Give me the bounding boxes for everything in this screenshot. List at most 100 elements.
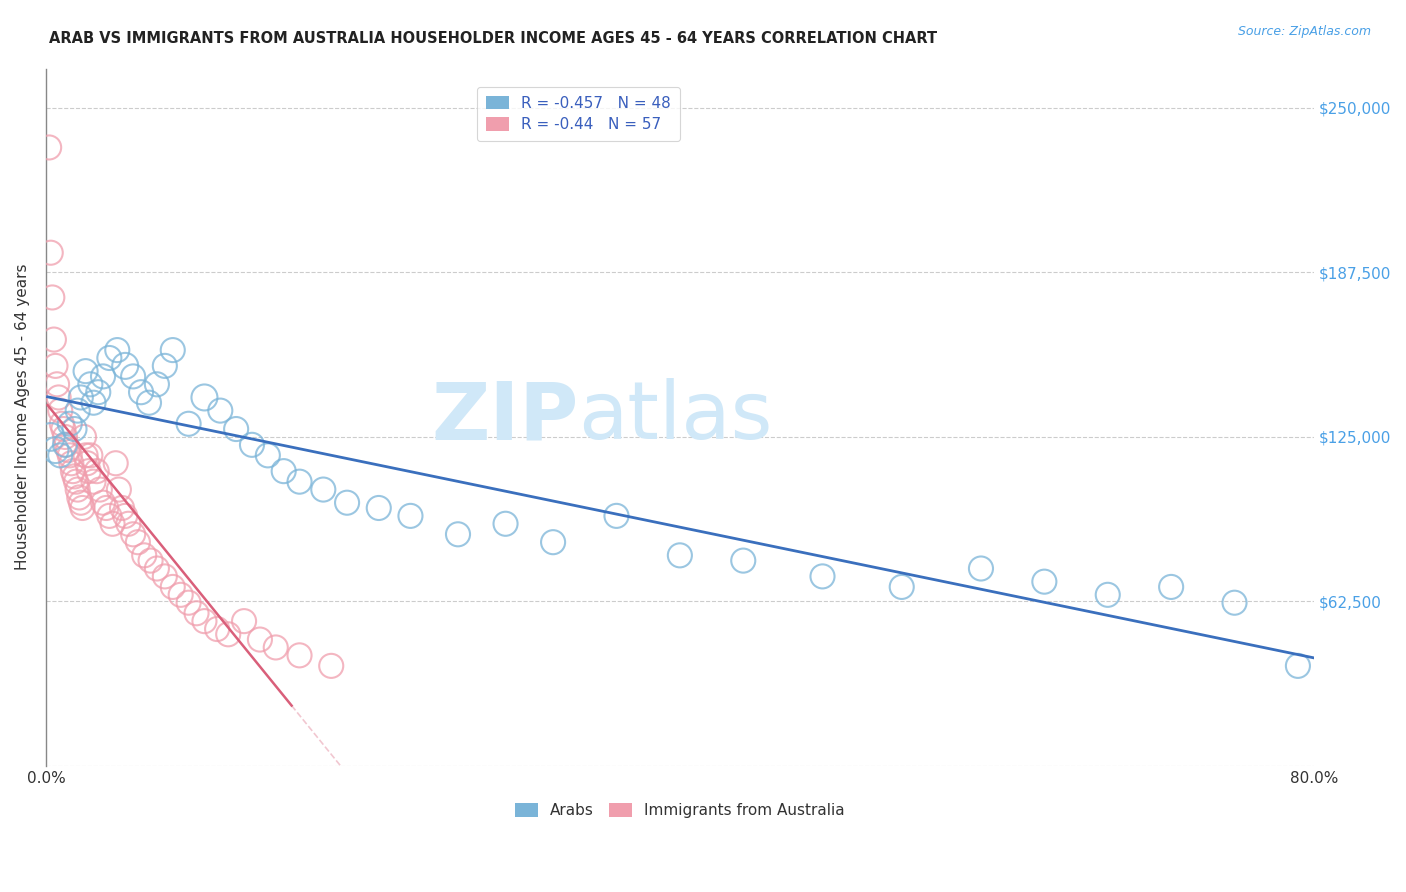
Point <box>56 443 79 458</box>
Point <box>177 596 200 610</box>
Point <box>38 140 60 154</box>
Text: ZIP: ZIP <box>432 378 578 456</box>
Point <box>146 377 169 392</box>
Point <box>256 448 278 462</box>
Point <box>495 516 517 531</box>
Point <box>1033 574 1056 589</box>
Point <box>108 483 131 497</box>
Text: ARAB VS IMMIGRANTS FROM AUSTRALIA HOUSEHOLDER INCOME AGES 45 - 64 YEARS CORRELAT: ARAB VS IMMIGRANTS FROM AUSTRALIA HOUSEH… <box>49 31 938 46</box>
Point <box>67 491 90 505</box>
Point <box>225 422 247 436</box>
Point <box>240 438 263 452</box>
Point <box>541 535 564 549</box>
Point <box>86 464 108 478</box>
Point <box>1160 580 1182 594</box>
Point <box>66 403 89 417</box>
Point <box>60 456 83 470</box>
Point <box>162 580 184 594</box>
Point <box>114 359 136 373</box>
Point <box>733 553 755 567</box>
Point <box>273 464 295 478</box>
Point <box>205 622 228 636</box>
Point <box>49 403 72 417</box>
Point <box>69 496 91 510</box>
Point <box>153 569 176 583</box>
Point <box>79 448 101 462</box>
Point <box>138 395 160 409</box>
Point <box>811 569 834 583</box>
Text: Source: ZipAtlas.com: Source: ZipAtlas.com <box>1237 25 1371 38</box>
Point <box>53 438 76 452</box>
Point <box>1286 658 1309 673</box>
Point <box>83 395 105 409</box>
Point <box>193 391 215 405</box>
Point <box>46 377 69 392</box>
Point <box>59 448 82 462</box>
Point <box>153 359 176 373</box>
Point <box>55 438 77 452</box>
Point <box>139 553 162 567</box>
Point <box>114 508 136 523</box>
Y-axis label: Householder Income Ages 45 - 64 years: Householder Income Ages 45 - 64 years <box>15 264 30 571</box>
Point <box>105 343 128 357</box>
Point <box>127 535 149 549</box>
Point <box>73 430 96 444</box>
Point <box>170 588 193 602</box>
Point <box>87 385 110 400</box>
Point <box>111 500 134 515</box>
Point <box>162 343 184 357</box>
Point <box>233 614 256 628</box>
Point <box>288 475 311 489</box>
Point <box>77 464 100 478</box>
Point <box>62 464 84 478</box>
Point <box>59 417 82 431</box>
Point <box>72 500 94 515</box>
Point <box>447 527 470 541</box>
Point <box>98 508 121 523</box>
Point <box>91 496 114 510</box>
Point <box>44 359 66 373</box>
Point <box>1097 588 1119 602</box>
Point <box>91 369 114 384</box>
Point <box>51 417 73 431</box>
Point <box>209 403 232 417</box>
Point <box>48 391 70 405</box>
Point <box>117 516 139 531</box>
Point <box>249 632 271 647</box>
Point <box>264 640 287 655</box>
Point <box>399 508 422 523</box>
Point <box>1223 596 1246 610</box>
Point <box>321 658 343 673</box>
Point <box>79 377 101 392</box>
Point <box>193 614 215 628</box>
Point <box>367 500 389 515</box>
Text: atlas: atlas <box>578 378 773 456</box>
Point <box>39 430 62 444</box>
Point <box>217 627 239 641</box>
Point <box>41 290 63 304</box>
Point <box>96 500 118 515</box>
Point <box>76 456 98 470</box>
Point <box>69 391 91 405</box>
Point <box>605 508 627 523</box>
Point <box>52 422 75 436</box>
Point <box>65 475 87 489</box>
Point <box>44 443 66 458</box>
Point <box>101 516 124 531</box>
Point <box>63 469 86 483</box>
Point <box>970 561 993 575</box>
Point <box>186 606 208 620</box>
Point <box>66 483 89 497</box>
Point <box>98 351 121 365</box>
Point <box>122 527 145 541</box>
Point <box>104 456 127 470</box>
Point <box>75 364 97 378</box>
Point <box>75 448 97 462</box>
Point <box>134 549 156 563</box>
Point <box>312 483 335 497</box>
Point <box>146 561 169 575</box>
Point <box>336 496 359 510</box>
Point <box>122 369 145 384</box>
Point <box>39 245 62 260</box>
Point <box>288 648 311 663</box>
